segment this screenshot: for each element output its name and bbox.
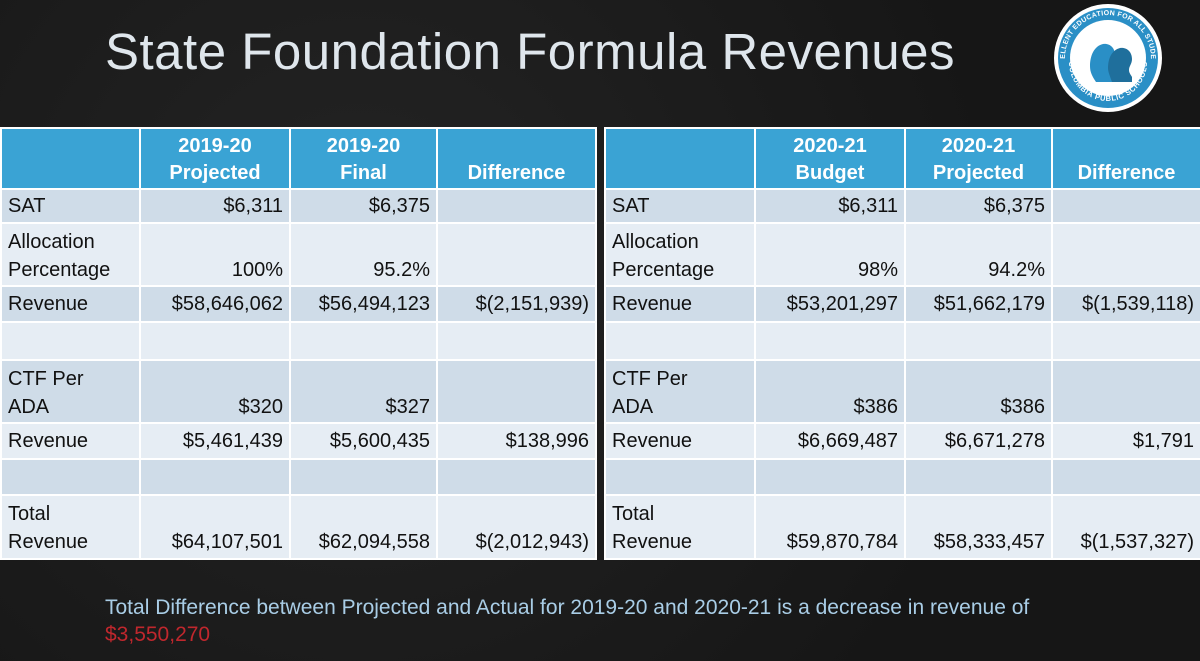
cell-value: 98% bbox=[754, 222, 906, 287]
cell-value: $386 bbox=[904, 359, 1053, 424]
table-row: Revenue $58,646,062 $56,494,123 $(2,151,… bbox=[0, 285, 597, 323]
cell-value: $51,662,179 bbox=[904, 285, 1053, 323]
cell-value: $6,669,487 bbox=[754, 422, 906, 460]
row-label: Allocation Percentage bbox=[0, 222, 141, 287]
two-faces-icon bbox=[1090, 43, 1132, 82]
table-row bbox=[604, 321, 1200, 361]
cell-value: $6,311 bbox=[754, 188, 906, 224]
header-empty bbox=[0, 127, 141, 190]
row-label: Revenue bbox=[604, 285, 756, 323]
cell-value: $5,461,439 bbox=[139, 422, 291, 460]
row-label bbox=[604, 458, 756, 496]
cell-value: $56,494,123 bbox=[289, 285, 438, 323]
cell-value bbox=[1051, 222, 1200, 287]
cell-value: $(1,539,118) bbox=[1051, 285, 1200, 323]
cell-value: $6,375 bbox=[289, 188, 438, 224]
cell-value bbox=[436, 222, 597, 287]
table-row bbox=[0, 321, 597, 361]
cell-value: $59,870,784 bbox=[754, 494, 906, 560]
row-label: CTF Per ADA bbox=[604, 359, 756, 424]
cell-value bbox=[1051, 359, 1200, 424]
header-2020-21-projected: 2020-21 Projected bbox=[904, 127, 1053, 190]
table-row: Allocation Percentage 98% 94.2% bbox=[604, 222, 1200, 287]
cell-value bbox=[1051, 188, 1200, 224]
cell-value bbox=[436, 458, 597, 496]
header-difference: Difference bbox=[436, 127, 597, 190]
cell-value: $(2,012,943) bbox=[436, 494, 597, 560]
cell-value bbox=[754, 458, 906, 496]
row-label: Total Revenue bbox=[604, 494, 756, 560]
table-row: Revenue $53,201,297 $51,662,179 $(1,539,… bbox=[604, 285, 1200, 323]
right-revenue-table: 2020-21 Budget 2020-21 Projected Differenc… bbox=[604, 127, 1200, 560]
cell-value: $327 bbox=[289, 359, 438, 424]
table-row: CTF Per ADA $386 $386 bbox=[604, 359, 1200, 424]
cell-value: $58,333,457 bbox=[904, 494, 1053, 560]
cell-value bbox=[436, 359, 597, 424]
header-2019-20-projected: 2019-20 Projected bbox=[139, 127, 291, 190]
slide-title: State Foundation Formula Revenues bbox=[105, 23, 955, 80]
cell-value: $5,600,435 bbox=[289, 422, 438, 460]
cell-value: $58,646,062 bbox=[139, 285, 291, 323]
cell-value: $53,201,297 bbox=[754, 285, 906, 323]
row-label: SAT bbox=[604, 188, 756, 224]
cell-value: $62,094,558 bbox=[289, 494, 438, 560]
table-row: Revenue $6,669,487 $6,671,278 $1,791 bbox=[604, 422, 1200, 460]
cell-value: $6,311 bbox=[139, 188, 291, 224]
row-label: SAT bbox=[0, 188, 141, 224]
table-row: Revenue $5,461,439 $5,600,435 $138,996 bbox=[0, 422, 597, 460]
cell-value: $6,671,278 bbox=[904, 422, 1053, 460]
cell-value: $(2,151,939) bbox=[436, 285, 597, 323]
row-label: Revenue bbox=[0, 285, 141, 323]
cell-value bbox=[436, 321, 597, 361]
cell-value bbox=[436, 188, 597, 224]
header-difference: Difference bbox=[1051, 127, 1200, 190]
columbia-public-schools-logo: EXCELLENT EDUCATION FOR ALL STUDENTS COL… bbox=[1052, 2, 1162, 112]
header-empty bbox=[604, 127, 756, 190]
footer-amount: $3,550,270 bbox=[105, 623, 211, 646]
cell-value bbox=[1051, 321, 1200, 361]
header-2020-21-budget: 2020-21 Budget bbox=[754, 127, 906, 190]
cell-value: $(1,537,327) bbox=[1051, 494, 1200, 560]
cell-value bbox=[904, 458, 1053, 496]
row-label bbox=[0, 458, 141, 496]
row-label: Total Revenue bbox=[0, 494, 141, 560]
row-label bbox=[0, 321, 141, 361]
table-row: CTF Per ADA $320 $327 bbox=[0, 359, 597, 424]
cell-value: $6,375 bbox=[904, 188, 1053, 224]
header-2019-20-final: 2019-20 Final bbox=[289, 127, 438, 190]
table-row: SAT $6,311 $6,375 bbox=[0, 188, 597, 224]
cell-value bbox=[289, 321, 438, 361]
cell-value bbox=[754, 321, 906, 361]
cell-value: $320 bbox=[139, 359, 291, 424]
row-label: CTF Per ADA bbox=[0, 359, 141, 424]
left-revenue-table: 2019-20 Projected 2019-20 Final Difference… bbox=[0, 127, 597, 560]
row-label bbox=[604, 321, 756, 361]
row-label: Revenue bbox=[0, 422, 141, 460]
cell-value: $386 bbox=[754, 359, 906, 424]
row-label: Allocation Percentage bbox=[604, 222, 756, 287]
cell-value bbox=[1051, 458, 1200, 496]
cell-value: 94.2% bbox=[904, 222, 1053, 287]
cell-value bbox=[139, 458, 291, 496]
table-row: Total Revenue $59,870,784 $58,333,457 $(1… bbox=[604, 494, 1200, 560]
table-row: Allocation Percentage 100% 95.2% bbox=[0, 222, 597, 287]
row-label: Revenue bbox=[604, 422, 756, 460]
footer-note: Total Difference between Projected and A… bbox=[105, 594, 1105, 648]
cell-value: $1,791 bbox=[1051, 422, 1200, 460]
table-header-row: 2020-21 Budget 2020-21 Projected Differenc… bbox=[604, 127, 1200, 190]
table-row: SAT $6,311 $6,375 bbox=[604, 188, 1200, 224]
cell-value: $138,996 bbox=[436, 422, 597, 460]
cell-value: $64,107,501 bbox=[139, 494, 291, 560]
cell-value: 100% bbox=[139, 222, 291, 287]
footer-text: Total Difference between Projected and A… bbox=[105, 596, 1030, 619]
cell-value bbox=[904, 321, 1053, 361]
table-row: Total Revenue $64,107,501 $62,094,558 $(2… bbox=[0, 494, 597, 560]
cell-value bbox=[139, 321, 291, 361]
cell-value bbox=[289, 458, 438, 496]
table-header-row: 2019-20 Projected 2019-20 Final Difference bbox=[0, 127, 597, 190]
table-row bbox=[0, 458, 597, 496]
cell-value: 95.2% bbox=[289, 222, 438, 287]
table-row bbox=[604, 458, 1200, 496]
